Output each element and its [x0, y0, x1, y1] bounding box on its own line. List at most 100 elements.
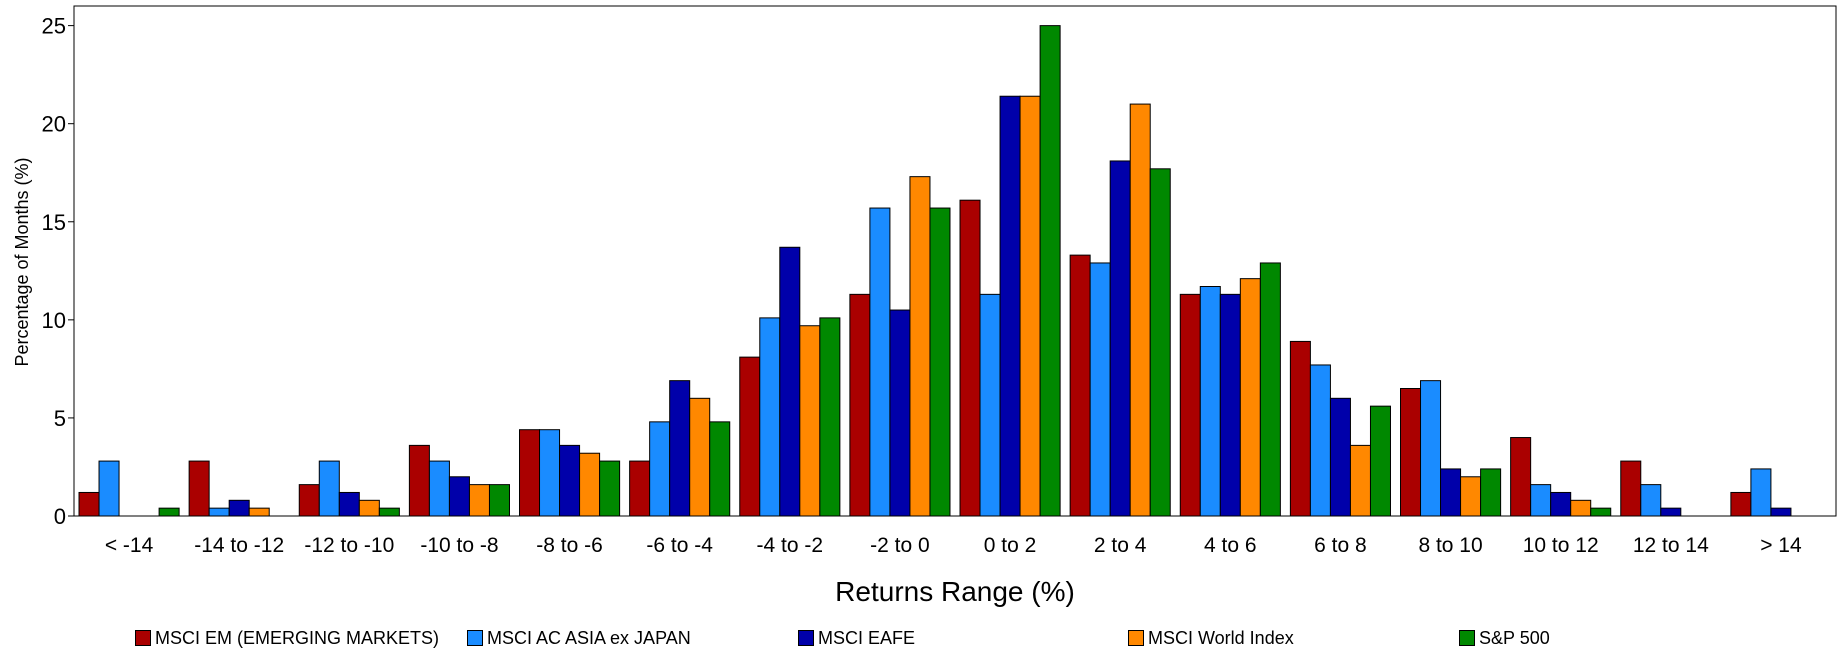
bar — [1219, 293, 1241, 517]
bar — [1460, 476, 1482, 517]
bar — [1620, 460, 1642, 517]
bar — [78, 491, 100, 517]
x-tick-label: -2 to 0 — [870, 534, 930, 557]
x-tick-label: 6 to 8 — [1314, 534, 1367, 557]
x-tick-label: -6 to -4 — [646, 534, 713, 557]
bar — [1730, 491, 1752, 517]
y-tick-label: 5 — [54, 406, 66, 431]
y-tick-label: 15 — [42, 210, 66, 235]
bar — [318, 460, 340, 517]
bar — [799, 325, 821, 517]
bar — [468, 484, 490, 517]
bar — [1530, 484, 1552, 517]
bar — [649, 421, 671, 517]
bar — [428, 460, 450, 517]
legend-swatch — [1128, 630, 1144, 646]
bar — [448, 476, 470, 517]
bar — [1089, 262, 1111, 517]
bar — [1109, 160, 1131, 517]
bar — [579, 452, 601, 517]
bar — [599, 460, 621, 517]
bar — [759, 317, 781, 517]
bar — [1369, 405, 1391, 517]
bar — [248, 507, 270, 517]
bar — [849, 293, 871, 517]
bar — [1019, 95, 1041, 517]
bars-group — [78, 25, 1792, 517]
y-tick-label: 20 — [42, 112, 66, 137]
bar — [519, 429, 541, 517]
x-axis-label: Returns Range (%) — [835, 576, 1075, 607]
legend-item-sp500: S&P 500 — [1459, 626, 1550, 650]
bar — [739, 356, 761, 517]
legend-label: MSCI EM (EMERGING MARKETS) — [155, 627, 440, 648]
bar — [959, 199, 981, 517]
bar — [819, 317, 841, 517]
bar — [779, 246, 801, 517]
x-tick-label: 2 to 4 — [1094, 534, 1147, 557]
bar — [158, 507, 180, 517]
bar — [929, 207, 951, 517]
x-tick-label: -8 to -6 — [536, 534, 603, 557]
legend-item-msci-world: MSCI World Index — [1128, 626, 1294, 650]
x-tick-label: < -14 — [105, 534, 154, 557]
legend-label: MSCI EAFE — [818, 627, 916, 648]
bar — [979, 293, 1001, 517]
bar — [98, 460, 120, 517]
legend-swatch — [1459, 630, 1475, 646]
x-tick-label: -14 to -12 — [194, 534, 284, 557]
x-tick-label: 12 to 14 — [1633, 534, 1709, 557]
bar — [228, 499, 250, 517]
bar — [1179, 293, 1201, 517]
bar — [1590, 507, 1612, 517]
bar — [1640, 484, 1662, 517]
x-axis: < -14 -14 to -12 -12 to -10 -10 to -8 -8 to … — [105, 534, 1802, 557]
x-tick-label: -4 to -2 — [757, 534, 824, 557]
x-tick-label: 4 to 6 — [1204, 534, 1257, 557]
bar — [1750, 468, 1772, 517]
bar — [1770, 507, 1792, 517]
bar — [669, 380, 691, 517]
bar — [689, 397, 711, 517]
bar — [1289, 340, 1311, 517]
legend-label: MSCI World Index — [1148, 627, 1294, 648]
legend-swatch — [798, 630, 814, 646]
x-tick-label: 10 to 12 — [1523, 534, 1599, 557]
y-tick-label: 25 — [42, 14, 66, 39]
bar — [378, 507, 400, 517]
bar — [999, 95, 1021, 517]
bar — [1420, 380, 1442, 517]
legend-item-msci-ac-asia: MSCI AC ASIA ex JAPAN — [467, 626, 691, 650]
bar — [1400, 388, 1422, 517]
x-tick-label: 0 to 2 — [984, 534, 1037, 557]
bar — [408, 444, 430, 517]
bar — [1480, 468, 1502, 517]
legend: MSCI EM (EMERGING MARKETS) MSCI AC ASIA … — [0, 626, 1845, 650]
bar — [629, 460, 651, 517]
bar — [488, 484, 510, 517]
legend-item-msci-em: MSCI EM (EMERGING MARKETS) — [135, 626, 439, 650]
y-tick-label: 0 — [54, 504, 66, 529]
bar — [1660, 507, 1682, 517]
x-tick-label: > 14 — [1760, 534, 1802, 557]
bar — [1069, 254, 1091, 517]
bar — [1349, 444, 1371, 517]
bar — [559, 444, 581, 517]
y-axis-label: Percentage of Months (%) — [12, 157, 32, 366]
bar — [208, 507, 230, 517]
bar — [298, 484, 320, 517]
bar — [1550, 491, 1572, 517]
bar — [358, 499, 380, 517]
bar — [889, 309, 911, 517]
bar — [539, 429, 561, 517]
legend-swatch — [467, 630, 483, 646]
bar — [338, 491, 360, 517]
bar — [1570, 499, 1592, 517]
bar — [1259, 262, 1281, 517]
bar — [1309, 364, 1331, 517]
y-tick-label: 10 — [42, 308, 66, 333]
bar — [1199, 286, 1221, 517]
legend-label: S&P 500 — [1479, 627, 1550, 648]
bar — [869, 207, 891, 517]
